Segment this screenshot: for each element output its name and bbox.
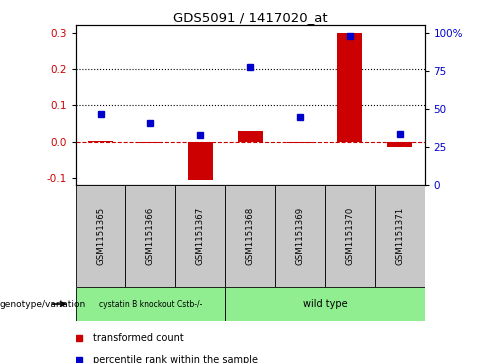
Bar: [225, 287, 425, 321]
Text: cystatin B knockout Cstb-/-: cystatin B knockout Cstb-/-: [99, 299, 202, 309]
Bar: [275, 185, 325, 287]
Title: GDS5091 / 1417020_at: GDS5091 / 1417020_at: [173, 11, 327, 24]
Bar: [337, 33, 362, 142]
Bar: [287, 142, 312, 143]
Text: GSM1151366: GSM1151366: [146, 207, 155, 265]
Bar: [125, 185, 175, 287]
Text: GSM1151370: GSM1151370: [346, 207, 354, 265]
Text: wild type: wild type: [303, 299, 347, 309]
Bar: [225, 185, 275, 287]
Bar: [76, 287, 225, 321]
Text: genotype/variation: genotype/variation: [0, 299, 86, 309]
Bar: [238, 131, 263, 142]
Text: GSM1151371: GSM1151371: [395, 207, 404, 265]
Bar: [188, 142, 213, 180]
Bar: [175, 185, 225, 287]
Text: percentile rank within the sample: percentile rank within the sample: [93, 355, 258, 363]
Bar: [387, 142, 412, 147]
Text: GSM1151365: GSM1151365: [96, 207, 105, 265]
Text: GSM1151369: GSM1151369: [295, 207, 305, 265]
Bar: [88, 141, 113, 142]
Bar: [138, 142, 163, 143]
Text: GSM1151367: GSM1151367: [196, 207, 205, 265]
Text: transformed count: transformed count: [93, 333, 184, 343]
Text: GSM1151368: GSM1151368: [245, 207, 255, 265]
Bar: [375, 185, 425, 287]
Bar: [76, 185, 125, 287]
Bar: [325, 185, 375, 287]
